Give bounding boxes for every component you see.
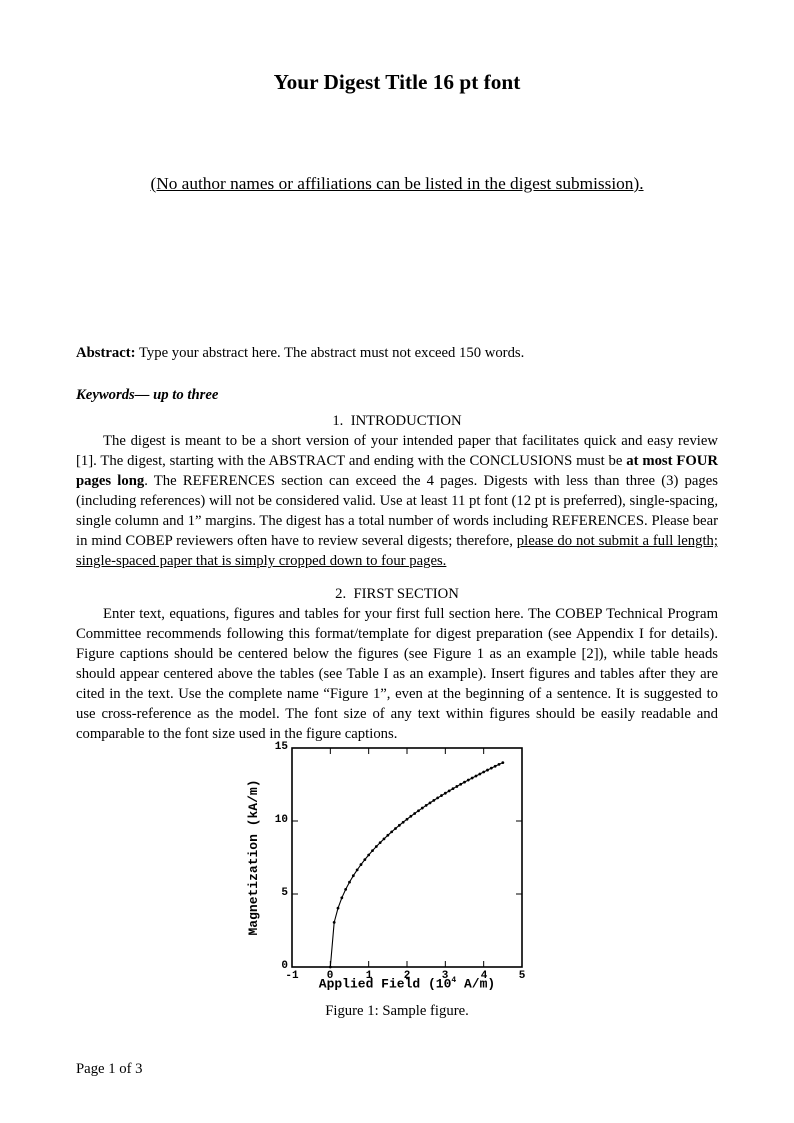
svg-text:Magnetization (kA/m): Magnetization (kA/m) bbox=[246, 779, 261, 935]
